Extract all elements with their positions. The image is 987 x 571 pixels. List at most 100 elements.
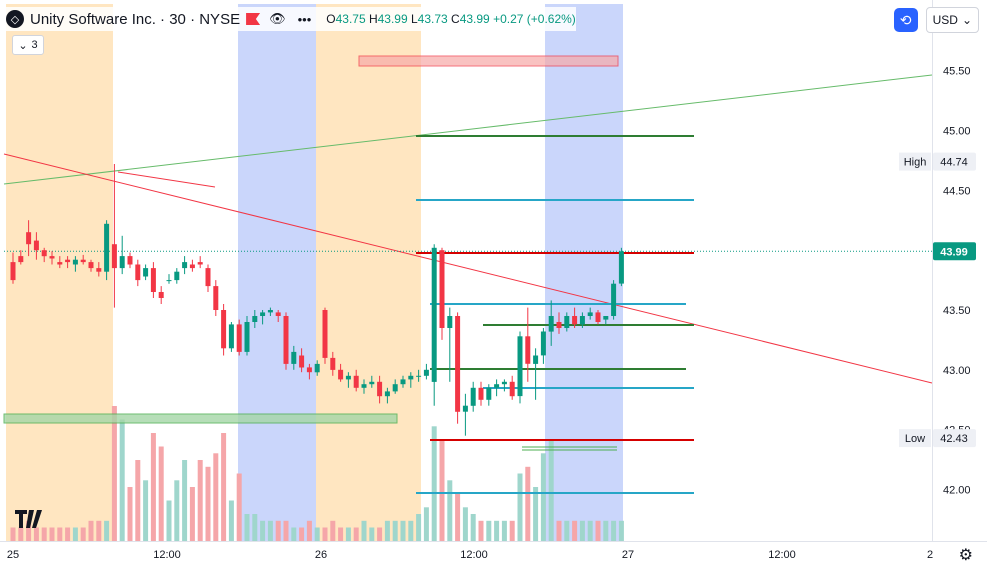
currency-selector[interactable]: USD ⌄ [925, 7, 979, 33]
unity-logo-icon: ◇ [6, 10, 24, 28]
candle [267, 307, 273, 316]
candle-body [88, 262, 94, 269]
volume-bar [556, 520, 562, 542]
candle [72, 256, 78, 272]
candle-body [260, 312, 266, 316]
tradingview-logo-mark [15, 510, 42, 528]
candle [369, 375, 375, 388]
resistance-zone[interactable] [358, 55, 619, 67]
volume-bar [486, 520, 492, 542]
candle [556, 312, 562, 334]
candle [564, 312, 570, 332]
candle-body [486, 387, 492, 400]
candle [96, 262, 102, 277]
eye-icon[interactable]: 👁 [269, 11, 286, 26]
candle-body [299, 355, 305, 368]
candle [455, 312, 461, 424]
volume-bar [416, 514, 422, 541]
candles [10, 164, 624, 436]
candle-body [540, 331, 546, 356]
candle-body [494, 384, 500, 388]
volume-bars [10, 406, 624, 542]
candle-body [111, 244, 117, 269]
volume-bar [182, 460, 188, 541]
candle-body [579, 316, 585, 325]
volume-bar [260, 520, 266, 542]
volume-bar [338, 527, 344, 541]
candle-body [322, 310, 328, 358]
candle [236, 319, 242, 356]
candle-body [41, 250, 47, 257]
candle [587, 307, 593, 320]
candle [57, 256, 63, 269]
low-badge-label-bg [899, 429, 931, 448]
candle-body [517, 336, 523, 397]
currency-label: USD [932, 13, 958, 27]
ohlc-low: 43.73 [417, 12, 448, 26]
volume-bar [400, 520, 406, 542]
candle [119, 235, 125, 275]
trendline-red-short[interactable] [117, 171, 216, 188]
settings-gear-icon[interactable]: ⚙ [958, 547, 973, 564]
support-zone[interactable] [3, 413, 398, 424]
candle-body [611, 283, 617, 316]
candle-body [408, 375, 414, 380]
candle [494, 379, 500, 397]
trendline-red[interactable] [3, 153, 933, 384]
candle-body [462, 405, 468, 412]
volume-bar [470, 514, 476, 541]
candle-body [33, 240, 39, 251]
volume-bar [96, 520, 102, 542]
volume-bar [611, 520, 617, 542]
volume-bar [353, 527, 359, 541]
volume-bar [65, 527, 71, 541]
candle-body [10, 262, 16, 281]
tradingview-logo-icon[interactable] [15, 508, 47, 530]
candle [49, 251, 55, 265]
candle-body [104, 223, 110, 272]
ohlc-readout: O43.75 H43.99 L43.73 C43.99 +0.27 (+0.62… [326, 12, 576, 26]
candle-body [455, 316, 461, 412]
candle-body [96, 268, 102, 272]
volume-bar [306, 520, 312, 542]
volume-bar [299, 527, 305, 541]
volume-bar [174, 480, 180, 542]
candle [182, 256, 188, 275]
candle-body [127, 256, 133, 265]
candle [135, 259, 141, 287]
volume-bar [10, 527, 16, 541]
volume-bar [41, 527, 47, 541]
candle [18, 250, 24, 265]
candle-body [72, 259, 78, 265]
candle-body [423, 369, 429, 376]
symbol-title[interactable]: Unity Software Inc. · 30 · NYSE [30, 10, 241, 28]
ohlc-open: 43.75 [335, 12, 366, 26]
flag-icon[interactable] [246, 13, 261, 25]
candle-body [572, 316, 578, 325]
volume-bar [314, 527, 320, 541]
candle-body [509, 381, 515, 397]
volume-bar [392, 520, 398, 542]
volume-bar [166, 500, 172, 541]
high-badge-bg [933, 152, 976, 171]
candle [299, 348, 305, 373]
sync-icon[interactable]: ⟲ [893, 8, 918, 32]
volume-bar [517, 473, 523, 541]
top-right-controls: ⟲ USD ⌄ [893, 7, 979, 33]
volume-bar [345, 527, 351, 541]
last-price-badge-value: 43.99 [940, 246, 968, 258]
high-badge-label: High [904, 157, 927, 169]
price-tick-label: 43.50 [943, 305, 971, 317]
trendline-green[interactable] [3, 74, 933, 185]
candle-body [369, 381, 375, 385]
session-highlights [6, 4, 623, 541]
candle [618, 247, 624, 287]
more-icon[interactable]: ••• [297, 11, 312, 27]
volume-bar [423, 507, 429, 542]
candle-body [252, 316, 258, 322]
candle-body [119, 256, 125, 269]
indicators-toggle[interactable]: ⌄ 3 [12, 35, 44, 55]
time-axis[interactable]: 25 12:00 26 12:00 27 12:00 2 [0, 541, 987, 571]
